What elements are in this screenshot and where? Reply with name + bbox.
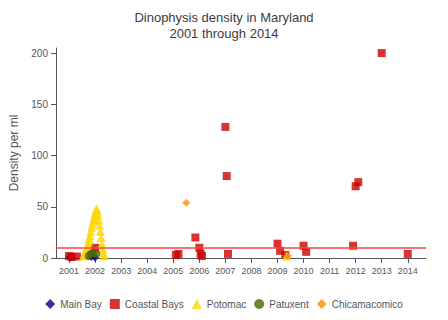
- svg-text:2005: 2005: [163, 266, 183, 276]
- svg-text:2012: 2012: [346, 266, 366, 276]
- svg-text:2006: 2006: [189, 266, 209, 276]
- svg-text:2014: 2014: [398, 266, 418, 276]
- svg-text:150: 150: [31, 99, 48, 110]
- svg-text:Coastal Bays: Coastal Bays: [125, 299, 184, 310]
- svg-text:Potomac: Potomac: [207, 299, 246, 310]
- svg-text:100: 100: [31, 150, 48, 161]
- svg-text:2009: 2009: [267, 266, 287, 276]
- svg-text:2011: 2011: [320, 266, 339, 276]
- svg-text:2013: 2013: [372, 266, 392, 276]
- svg-text:200: 200: [31, 48, 48, 59]
- svg-text:50: 50: [37, 201, 49, 212]
- svg-text:2008: 2008: [241, 266, 261, 276]
- svg-text:Density per ml: Density per ml: [7, 115, 21, 192]
- svg-text:2007: 2007: [215, 266, 235, 276]
- svg-text:Dinophysis density in Maryland: Dinophysis density in Maryland: [134, 10, 313, 25]
- svg-text:2010: 2010: [294, 266, 314, 276]
- svg-text:Chicamacomico: Chicamacomico: [332, 299, 404, 310]
- svg-text:2002: 2002: [85, 266, 105, 276]
- svg-text:Main Bay: Main Bay: [60, 299, 102, 310]
- svg-text:2001 through 2014: 2001 through 2014: [169, 26, 278, 41]
- svg-text:2004: 2004: [137, 266, 157, 276]
- svg-text:2003: 2003: [111, 266, 131, 276]
- svg-text:2001: 2001: [59, 266, 79, 276]
- svg-text:Patuxent: Patuxent: [269, 299, 309, 310]
- svg-text:0: 0: [42, 253, 48, 264]
